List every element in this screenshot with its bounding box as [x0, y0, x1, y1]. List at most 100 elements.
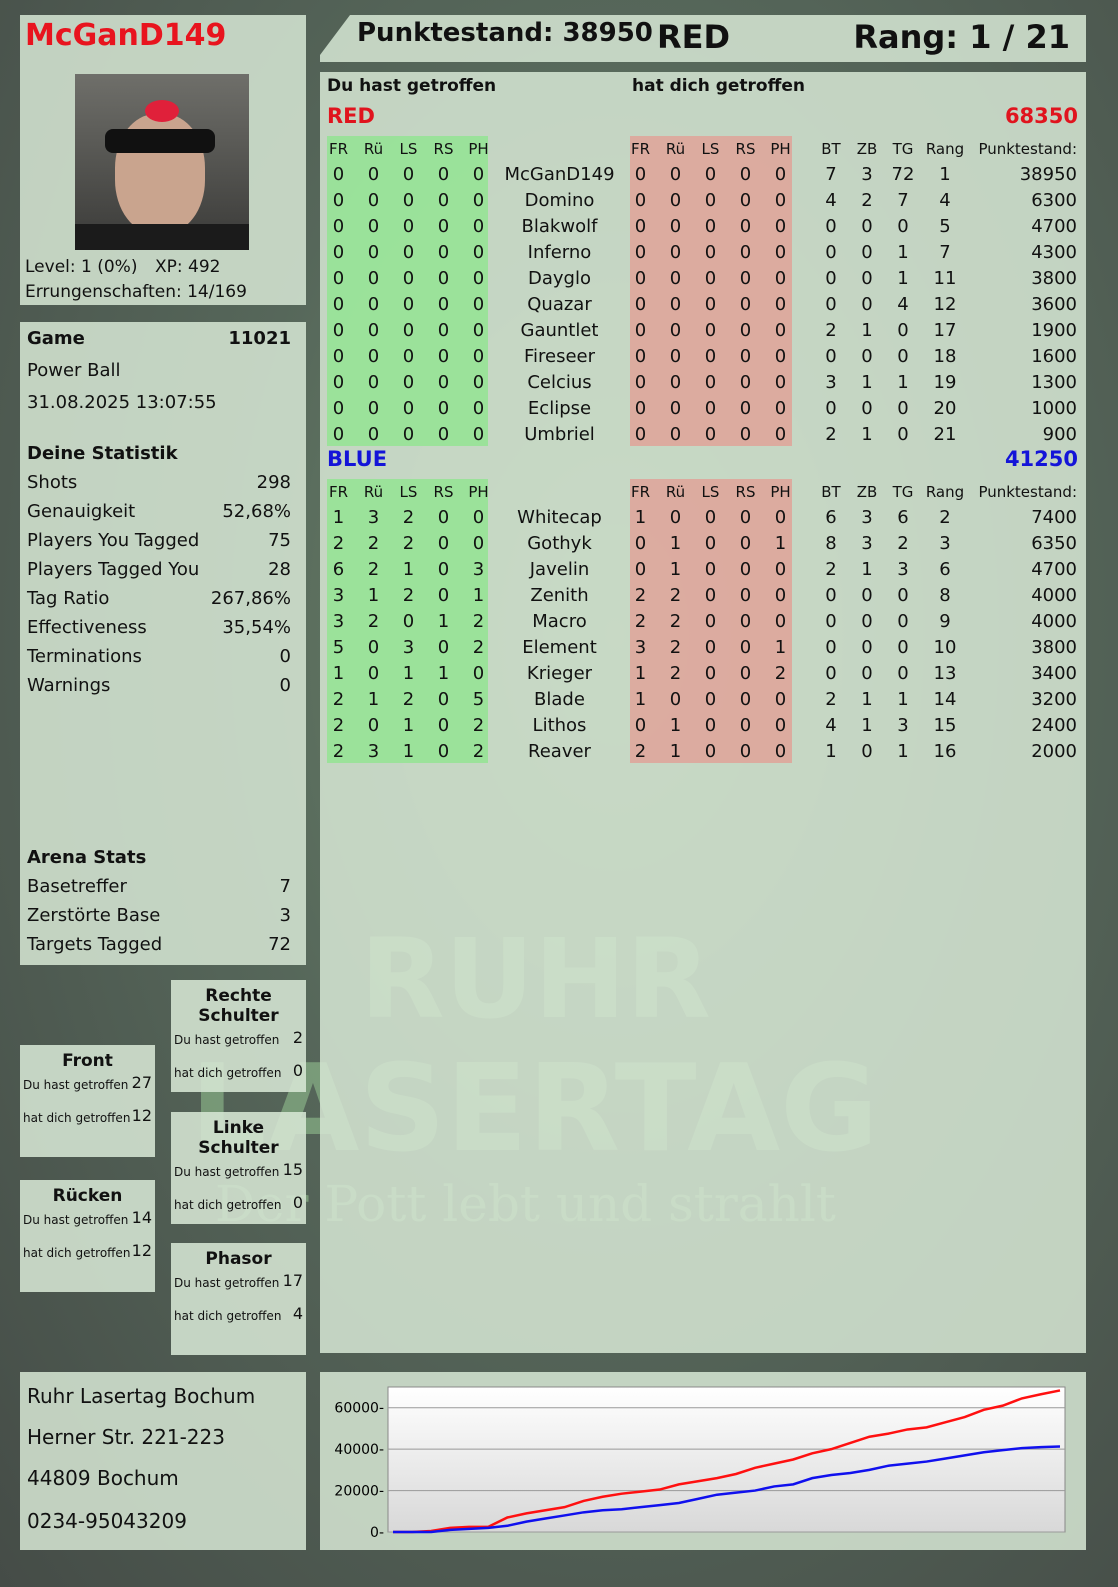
- stat-cell: 3: [861, 533, 873, 554]
- hit-you-label: hat dich getroffen: [174, 1198, 282, 1212]
- stat-cell: 0: [332, 398, 345, 419]
- player-row[interactable]: 0 0 0 0 0 Inferno 0 0 0 0 0 0 0 1 7 4300: [320, 240, 1080, 266]
- stat-cell: 1: [897, 741, 909, 762]
- player-name-cell: McGanD149: [504, 164, 615, 185]
- stat-cell: 1: [669, 533, 682, 554]
- stat-cell: 0: [704, 637, 717, 658]
- stat-cell: 1900: [1031, 320, 1077, 341]
- stat-cell: 0: [332, 242, 345, 263]
- stat-cell: 0: [332, 346, 345, 367]
- column-header: ZB: [856, 140, 878, 158]
- stat-cell: 2: [402, 689, 415, 710]
- stat-cell: 2: [402, 507, 415, 528]
- arena-row: Zerstörte Base 3: [27, 905, 291, 926]
- hit-zone-title: Rechte Schulter: [198, 986, 279, 1026]
- you-hit-label: Du hast getroffen: [174, 1033, 280, 1047]
- stat-cell: 1: [437, 663, 450, 684]
- stat-cell: 0: [774, 294, 787, 315]
- player-row[interactable]: 2 0 1 0 2 Lithos 0 1 0 0 0 4 1 3 15 2400: [320, 713, 1080, 739]
- player-row[interactable]: 5 0 3 0 2 Element 3 2 0 0 1 0 0 0 10 3800: [320, 635, 1080, 661]
- stat-cell: 0: [367, 320, 380, 341]
- stat-cell: 0: [861, 346, 873, 367]
- header-team: RED: [657, 18, 731, 56]
- stat-cell: 18: [933, 346, 957, 367]
- player-row[interactable]: 0 0 0 0 0 Celcius 0 0 0 0 0 3 1 1 19 1300: [320, 370, 1080, 396]
- stat-cell: 2: [402, 533, 415, 554]
- player-row[interactable]: 0 0 0 0 0 McGanD149 0 0 0 0 0 7 3 72 1 38950: [320, 162, 1080, 188]
- stat-cell: 0: [402, 611, 415, 632]
- you-hit-value: 27: [131, 1073, 152, 1092]
- player-row[interactable]: 0 0 0 0 0 Umbriel 0 0 0 0 0 2 1 0 21 900: [320, 422, 1080, 448]
- stat-cell: 0: [704, 268, 717, 289]
- player-row[interactable]: 3 2 0 1 2 Macro 2 2 0 0 0 0 0 0 9 4000: [320, 609, 1080, 635]
- player-row[interactable]: 1 3 2 0 0 Whitecap 1 0 0 0 0 6 3 6 2 7400: [320, 505, 1080, 531]
- player-name-cell: Eclipse: [527, 398, 592, 419]
- hit-you-value: 0: [292, 1061, 303, 1080]
- venue-city: 44809 Bochum: [27, 1466, 179, 1490]
- column-header: FR: [328, 140, 349, 158]
- player-row[interactable]: 0 0 0 0 0 Blakwolf 0 0 0 0 0 0 0 0 5 4700: [320, 214, 1080, 240]
- player-row[interactable]: 2 3 1 0 2 Reaver 2 1 0 0 0 1 0 1 16 2000: [320, 739, 1080, 765]
- stat-cell: 0: [861, 585, 873, 606]
- stat-cell: 2: [472, 637, 485, 658]
- stat-cell: 0: [861, 398, 873, 419]
- stat-cell: 1: [861, 372, 873, 393]
- player-row[interactable]: 0 0 0 0 0 Quazar 0 0 0 0 0 0 0 4 12 3600: [320, 292, 1080, 318]
- stat-cell: 0: [739, 559, 752, 580]
- stat-cell: 900: [1042, 424, 1077, 445]
- column-header: LS: [399, 483, 418, 501]
- stat-cell: 2: [332, 715, 345, 736]
- column-header: LS: [701, 483, 720, 501]
- player-row[interactable]: 2 2 2 0 0 Gothyk 0 1 0 0 1 8 3 2 3 6350: [320, 531, 1080, 557]
- stat-cell: 0: [704, 507, 717, 528]
- stat-cell: 0: [704, 216, 717, 237]
- stat-cell: 2: [861, 190, 873, 211]
- stat-cell: 1: [861, 320, 873, 341]
- stat-cell: 0: [774, 507, 787, 528]
- you-hit-label: Du hast getroffen: [23, 1078, 129, 1092]
- column-header: FR: [328, 483, 349, 501]
- player-row[interactable]: 0 0 0 0 0 Gauntlet 0 0 0 0 0 2 1 0 17 1900: [320, 318, 1080, 344]
- stat-cell: 0: [704, 242, 717, 263]
- stat-cell: 0: [861, 216, 873, 237]
- player-name-cell: Celcius: [527, 372, 592, 393]
- player-row[interactable]: 0 0 0 0 0 Dayglo 0 0 0 0 0 0 0 1 11 3800: [320, 266, 1080, 292]
- player-row[interactable]: 0 0 0 0 0 Domino 0 0 0 0 0 4 2 7 4 6300: [320, 188, 1080, 214]
- stat-cell: 0: [774, 268, 787, 289]
- player-row[interactable]: 0 0 0 0 0 Fireseer 0 0 0 0 0 0 0 0 18 1600: [320, 344, 1080, 370]
- stat-cell: 6: [825, 507, 837, 528]
- stat-row: Tag Ratio 267,86%: [27, 588, 291, 609]
- stat-cell: 1: [367, 689, 380, 710]
- stat-cell: 0: [437, 320, 450, 341]
- stat-cell: 1: [825, 741, 837, 762]
- player-row[interactable]: 1 0 1 1 0 Krieger 1 2 0 0 2 0 0 0 13 3400: [320, 661, 1080, 687]
- stat-cell: 0: [897, 424, 909, 445]
- player-name-cell: Whitecap: [517, 507, 602, 528]
- hit-you-value: 12: [131, 1106, 152, 1125]
- player-row[interactable]: 0 0 0 0 0 Eclipse 0 0 0 0 0 0 0 0 20 1000: [320, 396, 1080, 422]
- stat-cell: 0: [897, 398, 909, 419]
- stat-cell: 0: [472, 663, 485, 684]
- stat-cell: 0: [774, 689, 787, 710]
- achievements: Errungenschaften: 14/169: [25, 282, 247, 302]
- player-name-cell: Inferno: [527, 242, 592, 263]
- team-name: RED: [327, 104, 375, 128]
- player-row[interactable]: 3 1 2 0 1 Zenith 2 2 0 0 0 0 0 0 8 4000: [320, 583, 1080, 609]
- player-name-cell: Umbriel: [524, 424, 595, 445]
- stat-label: Warnings: [27, 675, 111, 696]
- avatar: [75, 74, 249, 250]
- player-row[interactable]: 2 1 2 0 5 Blade 1 0 0 0 0 2 1 1 14 3200: [320, 687, 1080, 713]
- stat-cell: 6: [897, 507, 909, 528]
- stat-cell: 72: [891, 164, 915, 185]
- hit-zone-title: Front: [62, 1051, 113, 1071]
- stat-cell: 0: [437, 294, 450, 315]
- stat-cell: 0: [332, 190, 345, 211]
- stat-value: 75: [268, 530, 291, 551]
- stat-cell: 0: [367, 372, 380, 393]
- stat-cell: 3: [367, 507, 380, 528]
- stat-cell: 0: [774, 320, 787, 341]
- stat-cell: 0: [634, 164, 647, 185]
- player-row[interactable]: 6 2 1 0 3 Javelin 0 1 0 0 0 2 1 3 6 4700: [320, 557, 1080, 583]
- stat-value: 0: [279, 675, 291, 696]
- column-header: RS: [735, 483, 756, 501]
